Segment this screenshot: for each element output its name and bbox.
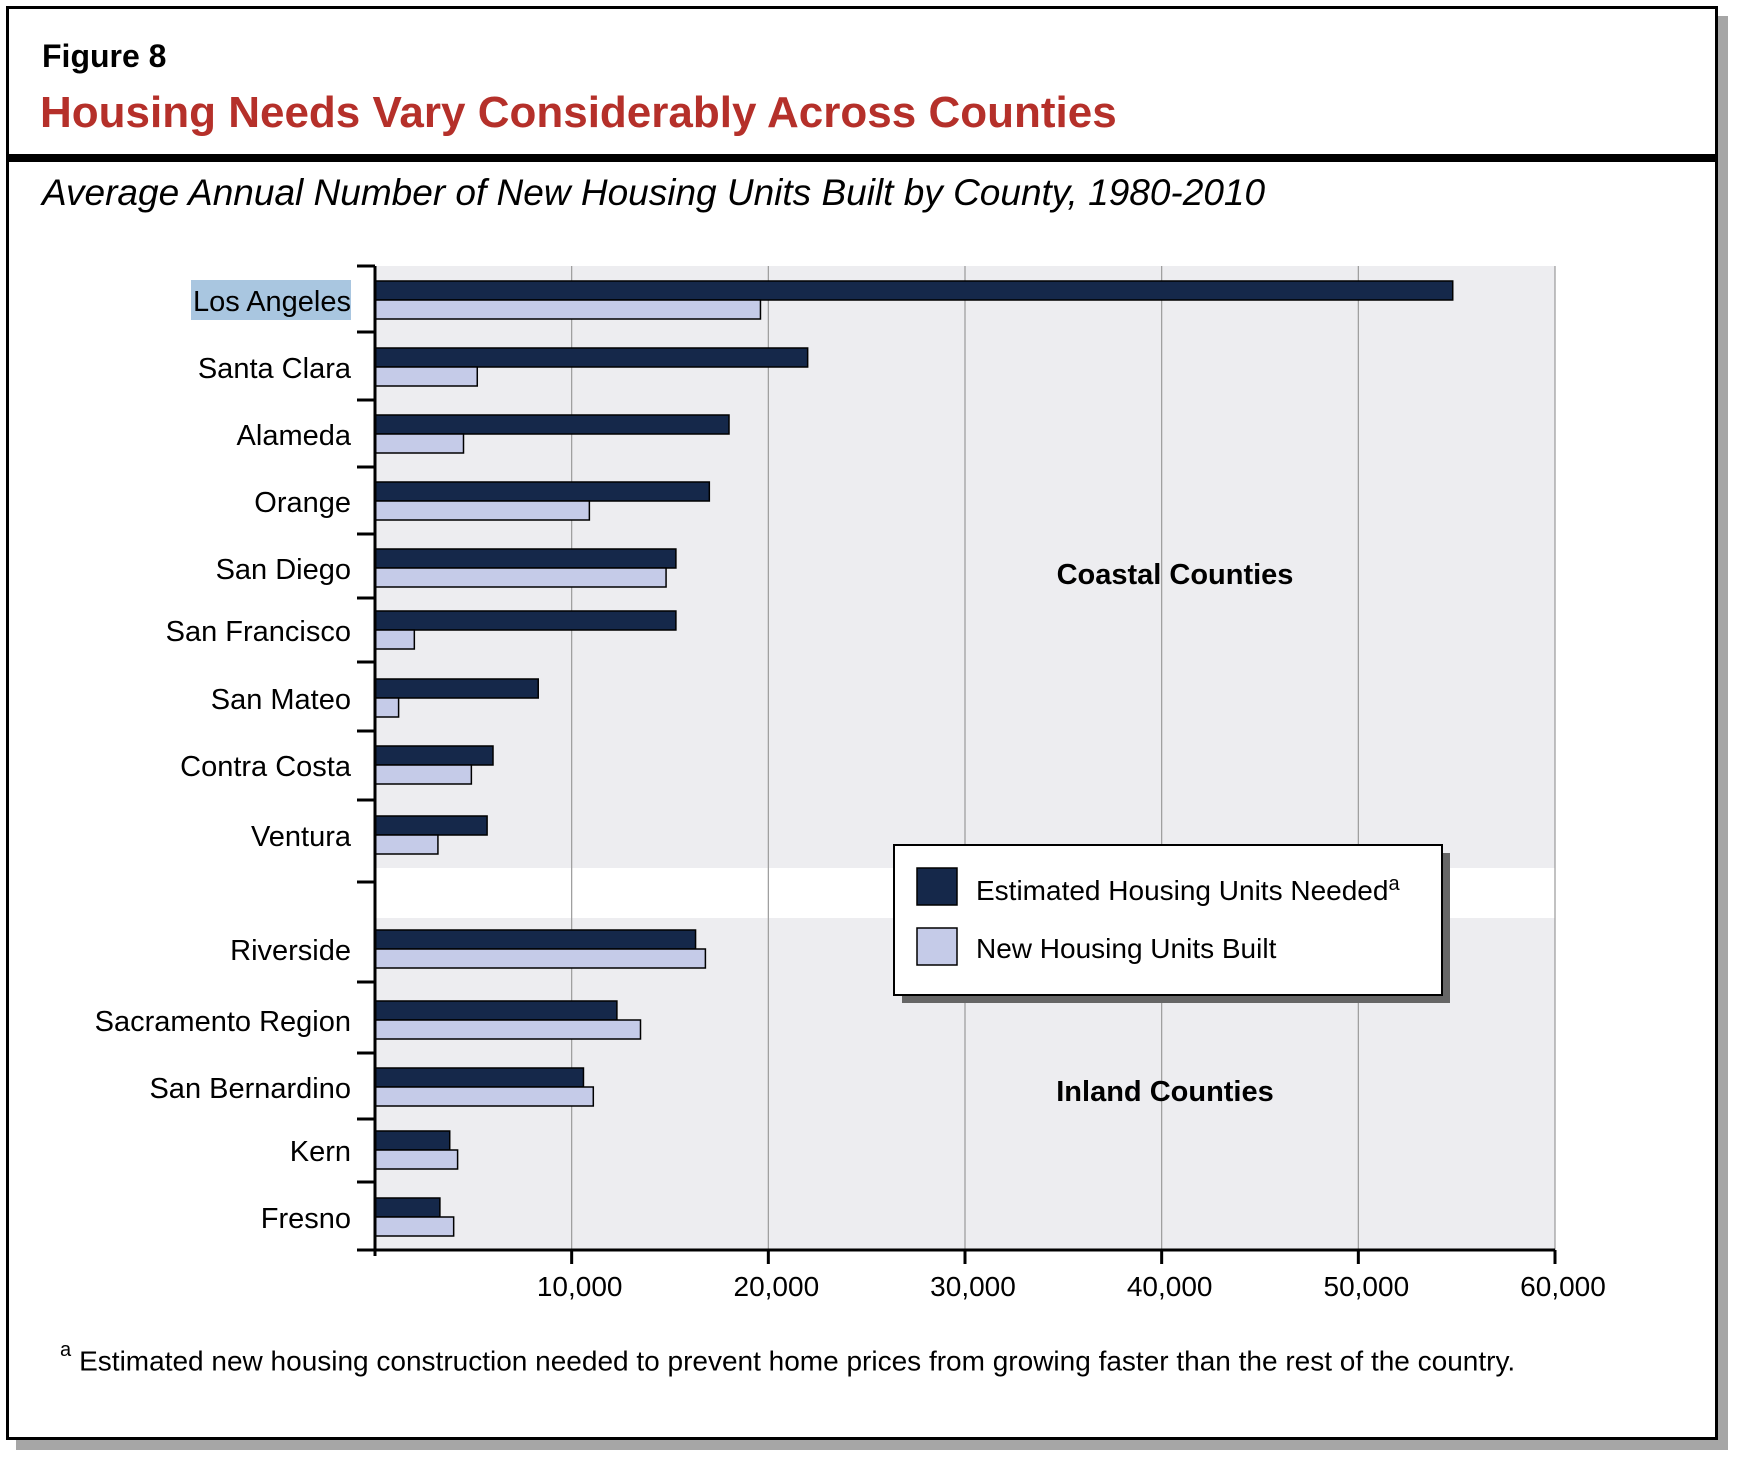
group-label-coastal: Coastal Counties	[1057, 559, 1294, 591]
category-label: Orange	[254, 487, 351, 519]
footnote: a Estimated new housing construction need…	[60, 1339, 1516, 1377]
category-label: Kern	[290, 1136, 351, 1168]
legend-box	[893, 844, 1443, 996]
x-tick-label: 10,000	[537, 1271, 623, 1302]
built-bar-contra-costa	[374, 764, 473, 785]
x-tick-label: 40,000	[1127, 1271, 1213, 1302]
category-label: San Bernardino	[149, 1073, 351, 1105]
category-label: Alameda	[237, 420, 352, 452]
category-label: Santa Clara	[198, 353, 352, 385]
needed-bar-san-diego	[374, 548, 677, 569]
needed-bar-ventura	[374, 815, 488, 836]
built-bar-alameda	[374, 433, 465, 454]
category-label: San Diego	[216, 554, 351, 586]
needed-bar-orange	[374, 481, 711, 502]
group-label-inland: Inland Counties	[1056, 1076, 1274, 1108]
category-label: San Mateo	[211, 684, 351, 716]
legend-label-needed-text: Estimated Housing Units Needed	[976, 875, 1388, 906]
x-tick-label: 50,000	[1324, 1271, 1410, 1302]
category-label: San Francisco	[166, 616, 351, 648]
x-tick-label: 60,000	[1520, 1271, 1606, 1302]
category-label: Los Angeles	[193, 286, 351, 318]
footnote-text: Estimated new housing construction neede…	[79, 1345, 1516, 1377]
built-bar-orange	[374, 500, 591, 521]
needed-bar-contra-costa	[374, 745, 494, 766]
built-bar-san-diego	[374, 567, 667, 588]
x-tick-label: 20,000	[734, 1271, 820, 1302]
built-bar-ventura	[374, 834, 439, 855]
category-label: Riverside	[230, 935, 351, 967]
needed-bar-san-mateo	[374, 678, 539, 699]
needed-bar-sacramento-region	[374, 1000, 618, 1021]
needed-bar-san-bernardino	[374, 1067, 585, 1088]
built-bar-los-angeles	[374, 299, 762, 320]
needed-bar-los-angeles	[374, 280, 1454, 301]
needed-bar-riverside	[374, 929, 697, 950]
label-highlight	[191, 280, 351, 320]
built-bar-sacramento-region	[374, 1019, 642, 1040]
needed-bar-kern	[374, 1130, 451, 1151]
built-bar-san-bernardino	[374, 1086, 595, 1107]
built-bar-san-francisco	[374, 629, 416, 650]
needed-bar-santa-clara	[374, 347, 809, 368]
legend-label-needed: Estimated Housing Units Neededa	[976, 873, 1400, 906]
category-label: Ventura	[251, 821, 352, 853]
chart-subtitle: Average Annual Number of New Housing Uni…	[42, 172, 1266, 213]
x-tick-label: 30,000	[930, 1271, 1016, 1302]
figure-label: Figure 8	[42, 38, 167, 74]
needed-bar-san-francisco	[374, 610, 677, 631]
category-label: Contra Costa	[180, 751, 352, 783]
title-divider	[6, 154, 1718, 162]
footnote-marker: a	[60, 1339, 72, 1361]
category-label: Sacramento Region	[95, 1006, 351, 1038]
built-bar-riverside	[374, 948, 707, 969]
built-bar-kern	[374, 1149, 459, 1170]
built-bar-santa-clara	[374, 366, 479, 387]
legend-label-built: New Housing Units Built	[976, 933, 1277, 964]
category-label: Fresno	[261, 1203, 351, 1235]
legend-swatch-built	[916, 927, 958, 966]
legend-swatch-needed	[916, 867, 958, 906]
needed-bar-alameda	[374, 414, 730, 435]
built-bar-san-mateo	[374, 697, 400, 718]
figure-title: Housing Needs Vary Considerably Across C…	[40, 88, 1117, 137]
needed-bar-fresno	[374, 1197, 441, 1218]
built-bar-fresno	[374, 1216, 455, 1237]
legend-label-needed-sup: a	[1388, 873, 1400, 895]
